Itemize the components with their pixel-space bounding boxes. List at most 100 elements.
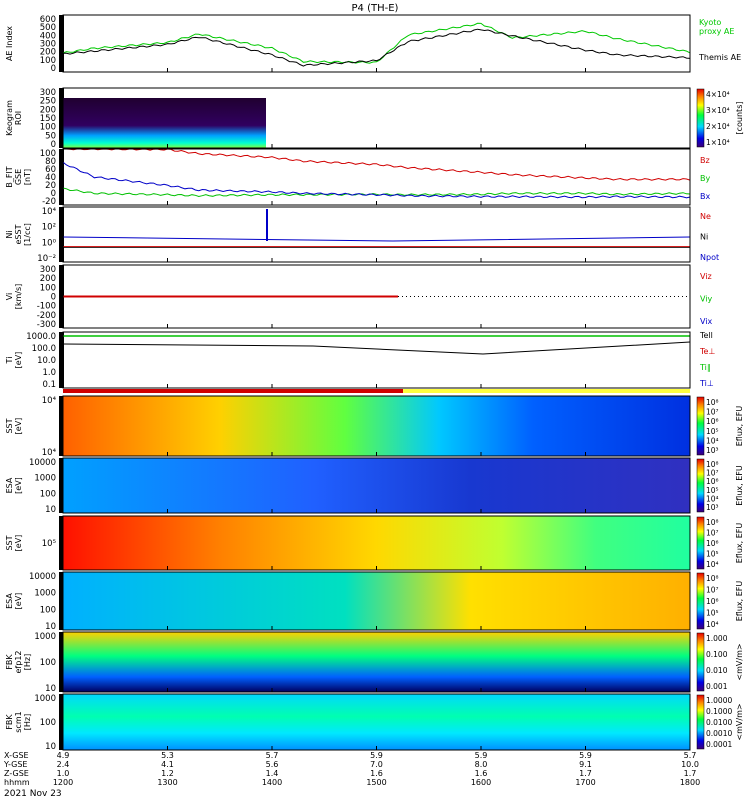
bfield-ytick: 40 — [45, 173, 56, 183]
velocity-ytick: -100 — [37, 302, 56, 312]
ae-legend-kyoto: Kyoto — [699, 18, 721, 27]
ae-ylabel: AE Index — [5, 26, 14, 61]
temperature-legend-tell: Tell — [699, 331, 713, 340]
xaxis-row-label: Z-GSE — [4, 769, 29, 778]
velocity-ytick: -300 — [37, 320, 56, 330]
sst-i-cbar-label: Eflux, EFU — [735, 523, 744, 564]
density-ylabel: [1/cc] — [23, 223, 32, 246]
bfield-mode-bar — [59, 149, 64, 205]
density-npot-line — [62, 236, 691, 242]
temperature-ylabel: [eV] — [14, 352, 23, 369]
temperature-ylabel: Ti — [5, 357, 14, 365]
esa-e-cbar-tick: 10⁵ — [706, 486, 719, 495]
esa-e-colorbar — [696, 458, 705, 513]
x-axis-labels: X-GSE 4.9 5.3 5.7 5.9 5.9 5.9 5.7 Y-GSE 2.4 4.1 5.6… — [3, 751, 700, 787]
esa-i-cbar-tick: 10⁵ — [706, 609, 719, 618]
xaxis-row-label: hhmm — [4, 778, 30, 787]
sst-e-ylabel: [eV] — [14, 418, 23, 435]
density-legend-ni: Ni — [700, 233, 708, 242]
bfield-frame — [62, 148, 691, 206]
esa-e-ylabel: [eV] — [14, 477, 23, 494]
sst-e-colorbar — [696, 396, 705, 456]
fbk-e-cbar-label: <mV/m> — [735, 643, 744, 680]
temperature-mode-bar — [59, 332, 64, 388]
fbk-e-ylabel: [Hz] — [23, 654, 32, 670]
xaxis-value: 4.9 — [57, 751, 70, 760]
esa-e-spectrogram — [63, 458, 690, 513]
bfield-legend-bz: Bz — [700, 156, 710, 165]
ae-ytick: 400 — [40, 31, 56, 41]
xaxis-value: 1200 — [53, 778, 73, 787]
esa-e-ytick: 1000 — [34, 474, 56, 484]
fbk-e-cbar-tick: 0.001 — [706, 682, 728, 691]
esa-e-ytick: 10 — [45, 505, 56, 515]
esa-i-spectrogram — [63, 572, 690, 630]
roi-cbar-label: [counts] — [735, 102, 744, 135]
mode-bar-red — [63, 389, 403, 393]
sst-e-cbar-tick: 10⁷ — [706, 408, 719, 417]
xaxis-row-label: Y-GSE — [3, 760, 27, 769]
fbk-e-ylabel: efp12 — [14, 651, 23, 674]
esa-i-cbar-tick: 10⁶ — [706, 597, 719, 606]
temperature-ytick: 1.0 — [42, 368, 56, 378]
bfield-legend-bx: Bx — [700, 192, 710, 201]
fbk-b-ylabel: FBK — [5, 714, 14, 730]
xaxis-value: 9.1 — [579, 760, 592, 769]
esa-e-cbar-tick: 10⁸ — [706, 460, 719, 469]
velocity-mode-bar — [59, 265, 64, 328]
esa-e-ytick: 100 — [40, 489, 56, 499]
density-ytick: 10⁰ — [42, 238, 57, 248]
bfield-ytick: 20 — [45, 181, 56, 191]
sst-i-spectrogram — [63, 516, 690, 570]
fbk-e-cbar-tick: 0.010 — [706, 666, 728, 675]
bfield-ytick: 100 — [40, 149, 56, 159]
ae-ytick: 600 — [40, 15, 56, 25]
xaxis-value: 10.0 — [681, 760, 699, 769]
density-ytick: 10⁻² — [37, 254, 56, 264]
velocity-ylabel: Vi — [5, 293, 14, 301]
roi-ytick: 150 — [40, 114, 56, 124]
xaxis-value: 1400 — [262, 778, 282, 787]
xaxis-value: 5.6 — [266, 760, 279, 769]
esa-e-cbar-label: Eflux, EFU — [735, 465, 744, 506]
esa-e-ytick: 10000 — [29, 458, 56, 468]
sst-e-cbar-tick: 10⁸ — [706, 398, 719, 407]
esa-i-cbar-tick: 10⁷ — [706, 586, 719, 595]
xaxis-row-label: X-GSE — [4, 751, 29, 760]
esa-i-ytick: 10 — [45, 622, 56, 632]
velocity-ytick: 0 — [51, 293, 56, 303]
fbk-b-cbar-tick: 0.0100 — [706, 718, 732, 727]
esa-e-cbar-tick: 10⁴ — [706, 494, 719, 503]
sst-e-mode-bar — [59, 396, 64, 456]
xaxis-value: 5.7 — [266, 751, 279, 760]
mode-bar-yellow — [403, 389, 690, 393]
fbk-b-ytick: 100 — [40, 718, 56, 728]
sst-e-cbar-tick: 10⁶ — [706, 417, 719, 426]
bfield-ytick: 0 — [51, 189, 56, 199]
ae-legend-proxy-ae: proxy AE — [699, 27, 734, 36]
density-ytick: 10⁴ — [42, 207, 57, 217]
roi-cbar-tick: 4×10⁴ — [706, 90, 730, 99]
ae-ytick: 100 — [40, 56, 56, 66]
xaxis-value: 4.1 — [161, 760, 174, 769]
xaxis-value: 1800 — [680, 778, 700, 787]
velocity-legend-vix: Vix — [700, 317, 713, 326]
xaxis-value: 1700 — [575, 778, 595, 787]
xaxis-value: 5.9 — [475, 751, 488, 760]
bfield-ylabel: GSE — [14, 169, 23, 185]
bfield-ytick: -20 — [42, 197, 56, 207]
xaxis-value: 1.0 — [57, 769, 70, 778]
sst-i-cbar-tick: 10⁸ — [706, 518, 719, 527]
sst-i-colorbar — [696, 516, 705, 570]
sst-i-ylabel: [eV] — [14, 535, 23, 552]
esa-i-cbar-label: Eflux, EFU — [735, 581, 744, 622]
bfield-ytick: 80 — [45, 157, 56, 167]
esa-i-colorbar — [696, 572, 705, 630]
fbk-e-ytick: 1000 — [34, 632, 56, 642]
esa-e-cbar-tick: 10⁷ — [706, 469, 719, 478]
sst-i-cbar-tick: 10⁵ — [706, 550, 719, 559]
sst-i-cbar-tick: 10⁶ — [706, 539, 719, 548]
xaxis-value: 1500 — [366, 778, 386, 787]
roi-ytick: 50 — [45, 131, 56, 141]
